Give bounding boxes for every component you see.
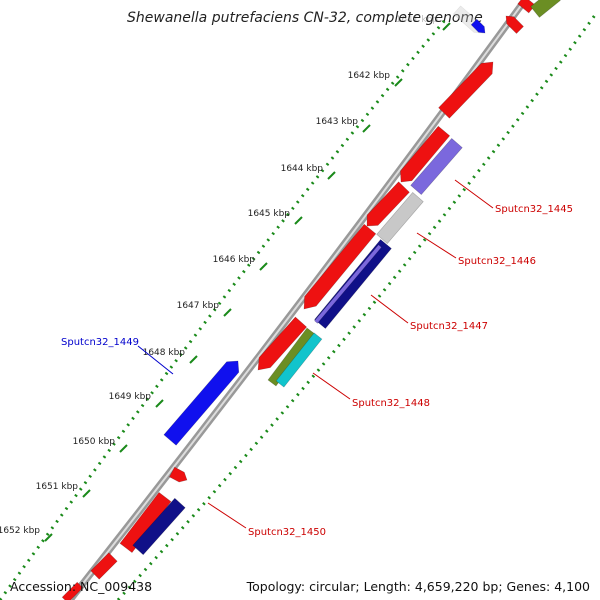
- tick-mark: [442, 22, 451, 31]
- gene-feature: [90, 552, 118, 580]
- tick-label: 1643 kbp: [316, 117, 359, 127]
- gene-feature: [303, 223, 377, 310]
- callout-line: [416, 232, 457, 259]
- tick-label: 1646 kbp: [213, 255, 256, 265]
- tick-label: 1649 kbp: [109, 392, 152, 402]
- tick-mark: [327, 171, 336, 180]
- gene-feature-sputcn32-1450: [132, 497, 186, 556]
- gene-label-sputcn32-1446[interactable]: Sputcn32_1446: [458, 256, 536, 267]
- gene-label-sputcn32-1449[interactable]: Sputcn32_1449: [61, 337, 139, 348]
- tick-mark: [223, 308, 232, 317]
- gene-label-sputcn32-1450[interactable]: Sputcn32_1450: [248, 527, 326, 538]
- gene-feature-sputcn32-1446: [376, 191, 424, 245]
- tick-label: 1652 kbp: [0, 526, 40, 536]
- gene-feature: [366, 181, 410, 227]
- tick-label: 1642 kbp: [348, 71, 391, 81]
- tick-mark: [155, 399, 164, 408]
- gene-label-sputcn32-1448[interactable]: Sputcn32_1448: [352, 398, 430, 409]
- gene-feature: [530, 0, 561, 18]
- gene-feature: [61, 581, 84, 600]
- gene-feature-sputcn32-1449: [163, 360, 240, 446]
- gene-feature: [314, 244, 382, 324]
- tick-label: 1645 kbp: [248, 209, 291, 219]
- gene-label-sputcn32-1445[interactable]: Sputcn32_1445: [495, 204, 573, 215]
- tick-label: 1647 kbp: [177, 301, 220, 311]
- tick-mark: [82, 489, 91, 498]
- tick-label: 1644 kbp: [281, 164, 324, 174]
- gene-feature: [275, 332, 323, 388]
- tick-mark: [119, 444, 128, 453]
- tick-label: 1651 kbp: [36, 482, 79, 492]
- accession-text: Accession: NC_009438: [10, 579, 153, 594]
- gene-feature: [257, 316, 308, 371]
- gene-feature-sputcn32-1445: [410, 137, 463, 196]
- gene-label-sputcn32-1447[interactable]: Sputcn32_1447: [410, 321, 488, 332]
- gene-feature: [505, 15, 524, 34]
- gene-feature-sputcn32-1447: [314, 239, 392, 329]
- map-title: Shewanella putrefaciens CN-32, complete …: [127, 10, 483, 26]
- tick-mark: [362, 124, 371, 133]
- tick-label: 1650 kbp: [73, 437, 116, 447]
- callout-line: [137, 345, 174, 375]
- tick-mark: [189, 355, 198, 364]
- genome-summary: Topology: circular; Length: 4,659,220 bp…: [246, 579, 590, 594]
- gene-feature: [438, 61, 494, 119]
- callout-line: [454, 179, 494, 209]
- gene-feature: [470, 18, 486, 34]
- tick-mark: [259, 262, 268, 271]
- tick-mark: [394, 78, 403, 87]
- tick-label: 1641 kbp: [396, 15, 439, 25]
- tick-label: 1648 kbp: [143, 348, 186, 358]
- tick-mark: [44, 533, 53, 542]
- callout-line: [370, 294, 409, 324]
- callout-line: [312, 372, 351, 400]
- gene-feature: [168, 466, 188, 483]
- tick-mark: [294, 216, 303, 225]
- gene-feature: [400, 125, 451, 183]
- callout-line: [207, 502, 247, 529]
